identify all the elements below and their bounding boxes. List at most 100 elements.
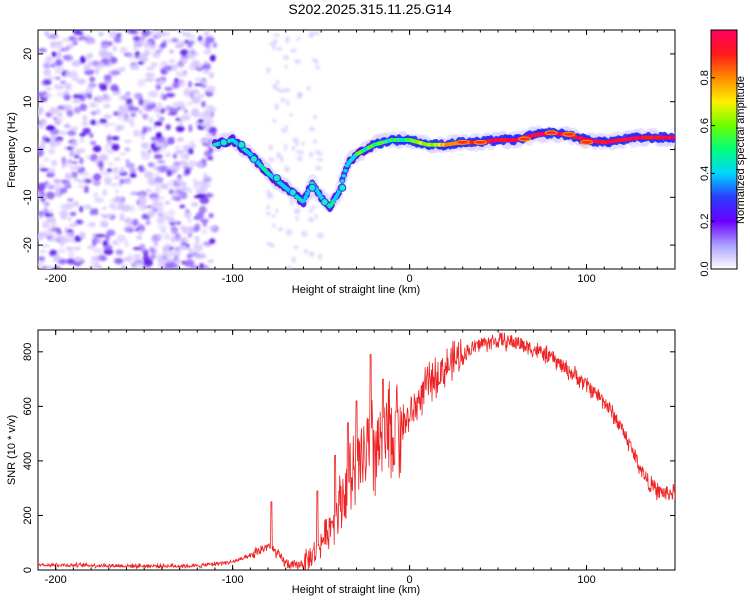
noise-blob xyxy=(157,225,168,230)
noise-blob xyxy=(183,87,191,94)
noise-blob xyxy=(46,216,57,224)
noise-blob xyxy=(144,171,149,176)
noise-blob xyxy=(154,186,161,195)
noise-blob xyxy=(92,175,98,181)
noise-blob xyxy=(294,245,299,250)
noise-blob xyxy=(99,220,109,228)
noise-blob xyxy=(99,155,108,162)
noise-blob xyxy=(99,85,108,91)
noise-blob xyxy=(193,256,203,260)
x-tick-label: 100 xyxy=(577,273,595,285)
noise-blob xyxy=(171,81,181,89)
noise-blob xyxy=(276,46,283,51)
noise-blob xyxy=(110,84,119,92)
noise-blob xyxy=(79,157,84,165)
noise-blob xyxy=(142,126,148,135)
x-tick-label: 100 xyxy=(577,574,595,586)
noise-blob xyxy=(56,50,63,57)
noise-blob xyxy=(119,213,125,218)
noise-blob xyxy=(116,234,126,243)
noise-blob xyxy=(79,231,86,239)
noise-blob xyxy=(38,256,46,262)
noise-blob xyxy=(118,171,128,177)
noise-blob xyxy=(276,152,281,159)
noise-blob xyxy=(153,106,160,113)
noise-blob xyxy=(188,124,193,133)
noise-blob xyxy=(285,37,289,44)
y-tick-label: 800 xyxy=(22,343,34,361)
noise-blob xyxy=(265,211,271,216)
noise-blob xyxy=(123,217,133,224)
noise-blob xyxy=(173,249,181,257)
noise-blob xyxy=(283,165,290,173)
noise-blob xyxy=(92,241,97,247)
noise-blob xyxy=(46,172,55,178)
noise-blob xyxy=(203,176,212,183)
noise-blob xyxy=(93,191,99,199)
noise-blob xyxy=(123,139,133,143)
noise-blob xyxy=(43,157,50,162)
noise-blob xyxy=(77,78,87,85)
noise-blob xyxy=(51,159,58,167)
noise-blob xyxy=(168,189,174,195)
noise-blob xyxy=(150,62,158,68)
ridge-hotspot xyxy=(320,198,329,207)
noise-blob xyxy=(62,104,73,110)
noise-blob xyxy=(162,94,168,101)
noise-blob xyxy=(106,122,117,126)
noise-blob xyxy=(208,212,214,219)
noise-blob xyxy=(286,265,292,269)
noise-blob xyxy=(310,206,317,210)
noise-blob xyxy=(300,230,308,237)
noise-blob xyxy=(46,87,52,91)
noise-blob xyxy=(128,117,135,125)
noise-blob xyxy=(96,233,106,238)
noise-blob xyxy=(168,59,176,63)
noise-blob xyxy=(83,66,91,71)
noise-blob xyxy=(200,139,210,143)
noise-blob xyxy=(189,91,195,99)
noise-blob xyxy=(148,117,154,123)
noise-blob xyxy=(70,203,75,208)
noise-blob xyxy=(69,211,77,217)
noise-blob xyxy=(47,76,57,81)
noise-blob xyxy=(46,191,55,200)
noise-blob xyxy=(156,102,163,108)
noise-blob xyxy=(124,177,131,184)
noise-blob xyxy=(209,238,216,245)
noise-blob xyxy=(110,57,118,64)
colorbar-tick-label: 0.2 xyxy=(699,214,711,229)
noise-blob xyxy=(98,31,104,37)
noise-blob xyxy=(66,258,76,265)
noise-blob xyxy=(97,254,106,261)
noise-blob xyxy=(188,48,195,54)
noise-blob xyxy=(99,44,110,49)
noise-blob xyxy=(38,48,47,53)
noise-blob xyxy=(52,265,62,269)
noise-blob xyxy=(105,213,113,218)
noise-blob xyxy=(44,30,49,36)
noise-blob xyxy=(106,229,116,236)
y-tick-label: 10 xyxy=(22,96,34,108)
noise-blob xyxy=(83,204,92,210)
noise-blob xyxy=(137,61,144,65)
colorbar-tick-label: 0.4 xyxy=(699,166,711,181)
noise-blob xyxy=(199,80,208,85)
noise-blob xyxy=(132,92,141,100)
ridge-hotspot xyxy=(580,139,594,145)
y-tick-label: 0 xyxy=(22,567,34,573)
noise-blob xyxy=(71,61,81,67)
noise-blob xyxy=(196,93,205,99)
noise-blob xyxy=(165,257,174,263)
noise-blob xyxy=(207,259,214,264)
noise-blob xyxy=(143,41,152,48)
noise-blob xyxy=(191,144,197,148)
noise-blob xyxy=(205,118,215,125)
noise-blob xyxy=(167,209,176,216)
noise-blob xyxy=(174,145,181,149)
ridge-hotspot xyxy=(219,138,228,147)
ridge-hotspot xyxy=(237,140,246,149)
noise-blob xyxy=(93,208,99,216)
colorbar-ticks: 0.0 0.2 0.4 0.6 0.8 xyxy=(699,70,715,277)
noise-blob xyxy=(118,96,124,101)
